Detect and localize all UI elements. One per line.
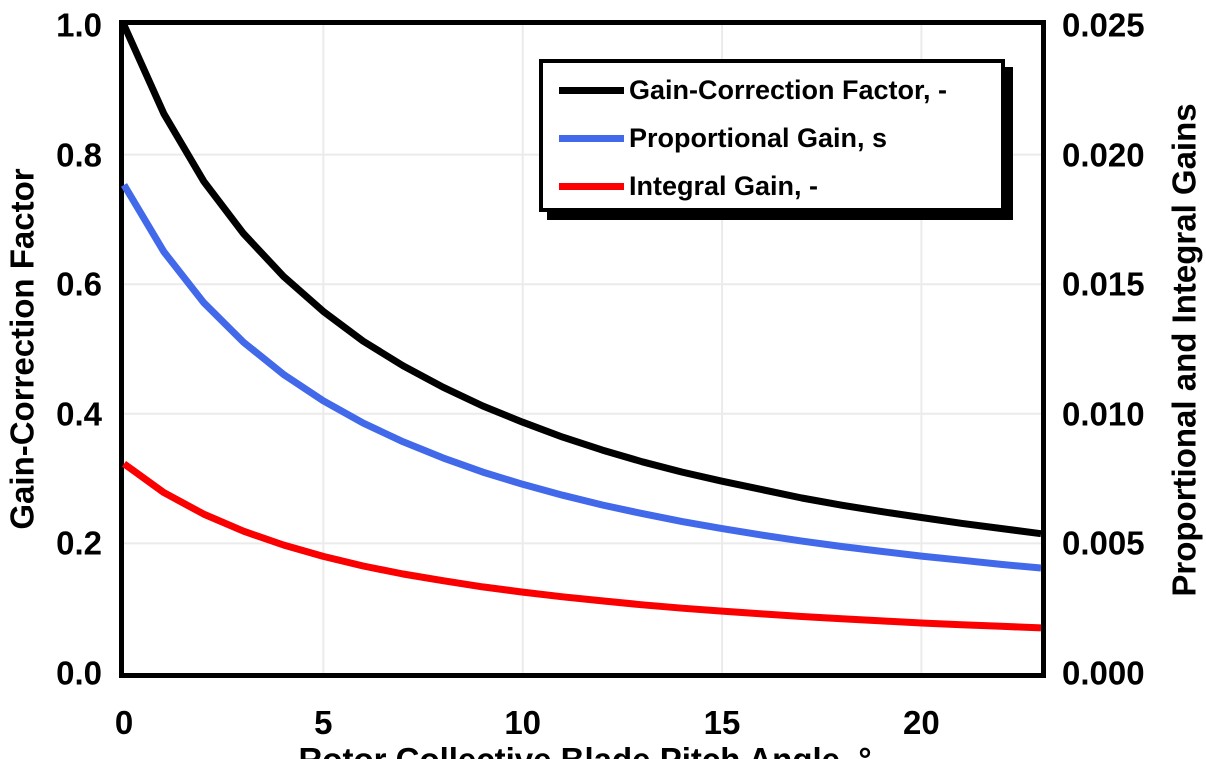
x-axis-title: Rotor Collective Blade Pitch Angle, ° (298, 743, 871, 759)
y-left-tick-label: 0.0 (56, 654, 102, 692)
legend-label: Proportional Gain, s (629, 122, 888, 153)
legend: Gain-Correction Factor, - Proportional G… (539, 59, 1005, 212)
y-left-tick-label: 1.0 (56, 6, 102, 44)
y-right-tick-label: 0.000 (1062, 654, 1145, 692)
y-left-tick-label: 0.4 (56, 395, 102, 433)
x-tick-label: 15 (703, 704, 741, 741)
axis-frame (119, 20, 1046, 678)
legend-item-gain-correction: Gain-Correction Factor, - (543, 66, 1001, 114)
x-tick-label: 5 (314, 704, 333, 741)
legend-line-swatch-red (559, 182, 624, 190)
y-axis-left-title: Gain-Correction Factor (3, 168, 41, 530)
series-curve-0 (120, 23, 1042, 538)
legend-line-swatch-blue (559, 134, 624, 142)
x-tick-label: 20 (903, 704, 940, 741)
legend-line-swatch-black (559, 86, 624, 94)
series-curve-2 (121, 460, 1042, 632)
series-curve-1 (120, 183, 1042, 572)
legend-label: Integral Gain, - (629, 170, 819, 201)
x-tick-label: 10 (504, 704, 542, 741)
y-left-tick-label: 0.6 (56, 265, 102, 303)
y-left-tick-label: 0.2 (56, 524, 102, 562)
y-right-tick-label: 0.005 (1062, 524, 1145, 562)
y-right-tick-label: 0.020 (1062, 136, 1145, 174)
legend-label: Gain-Correction Factor, - (629, 74, 948, 105)
legend-item-integral-gain: Integral Gain, - (543, 162, 1001, 210)
y-right-tick-label: 0.010 (1062, 395, 1145, 433)
legend-item-proportional-gain: Proportional Gain, s (543, 114, 1001, 162)
x-tick-label: 0 (114, 704, 134, 741)
y-right-tick-label: 0.025 (1062, 6, 1145, 44)
y-axis-right-title: Proportional and Integral Gains (1165, 103, 1203, 597)
y-right-tick-label: 0.015 (1062, 265, 1145, 303)
y-left-tick-label: 0.8 (56, 136, 102, 174)
